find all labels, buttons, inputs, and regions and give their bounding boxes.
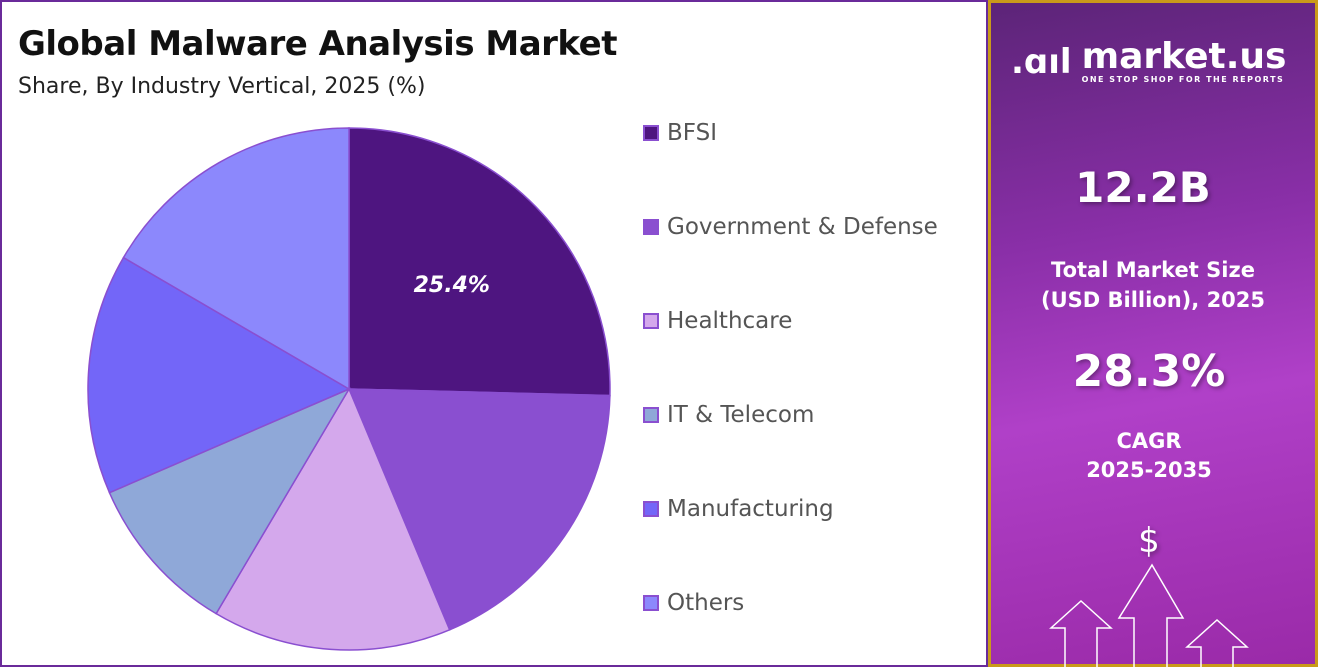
summary-panel: .ɑıl market.us ONE STOP SHOP FOR THE REP…	[988, 0, 1318, 670]
legend-label: Manufacturing	[667, 496, 834, 522]
legend-item: Others	[643, 588, 744, 618]
cagr-label-2: 2025-2035	[1086, 458, 1212, 482]
cagr-label-1: CAGR	[1116, 429, 1182, 453]
pie-slice-bfsi	[348, 127, 611, 397]
market-size-value: 12.2B	[1075, 163, 1211, 212]
logo: .ɑıl market.us ONE STOP SHOP FOR THE REP…	[1011, 36, 1287, 85]
legend-label: IT & Telecom	[667, 402, 815, 428]
market-size-label-2: (USD Billion), 2025	[1040, 288, 1266, 312]
dollar-icon: $	[1138, 521, 1160, 561]
chart-title: Global Malware Analysis Market	[18, 24, 617, 64]
market-size-label-1: Total Market Size	[1051, 258, 1255, 282]
growth-arrows-icon	[1049, 563, 1249, 670]
legend-swatch	[643, 595, 659, 611]
logo-icon: .ɑıl	[1011, 41, 1072, 82]
legend-label: BFSI	[667, 120, 717, 146]
legend-item: BFSI	[643, 118, 717, 148]
legend-label: Government & Defense	[667, 214, 938, 240]
brand-tagline: ONE STOP SHOP FOR THE REPORTS	[1081, 75, 1285, 84]
cagr-value: 28.3%	[1072, 346, 1226, 397]
pie-slice-it-telecom	[108, 387, 351, 615]
data-label: 25.4%	[414, 273, 490, 298]
legend-swatch	[643, 219, 659, 235]
legend-swatch	[643, 313, 659, 329]
legend-swatch	[643, 125, 659, 141]
chart-subtitle: Share, By Industry Vertical, 2025 (%)	[18, 74, 426, 99]
legend-item: Government & Defense	[643, 212, 938, 242]
legend-item: IT & Telecom	[643, 400, 814, 430]
pie-slice-manufacturing	[87, 256, 351, 494]
legend-item: Manufacturing	[643, 494, 834, 524]
brand-name: market.us	[1081, 36, 1287, 77]
legend-swatch	[643, 501, 659, 517]
pie-slice-healthcare	[215, 387, 451, 651]
pie-chart: 25.4%	[87, 127, 611, 651]
pie-slice-others	[122, 127, 350, 391]
legend-swatch	[643, 407, 659, 423]
chart-area: Global Malware Analysis Market Share, By…	[0, 0, 988, 667]
legend-label: Others	[667, 590, 745, 616]
legend-item: Healthcare	[643, 306, 792, 336]
pie-slice-government-defense	[347, 388, 611, 631]
legend-label: Healthcare	[667, 308, 793, 334]
